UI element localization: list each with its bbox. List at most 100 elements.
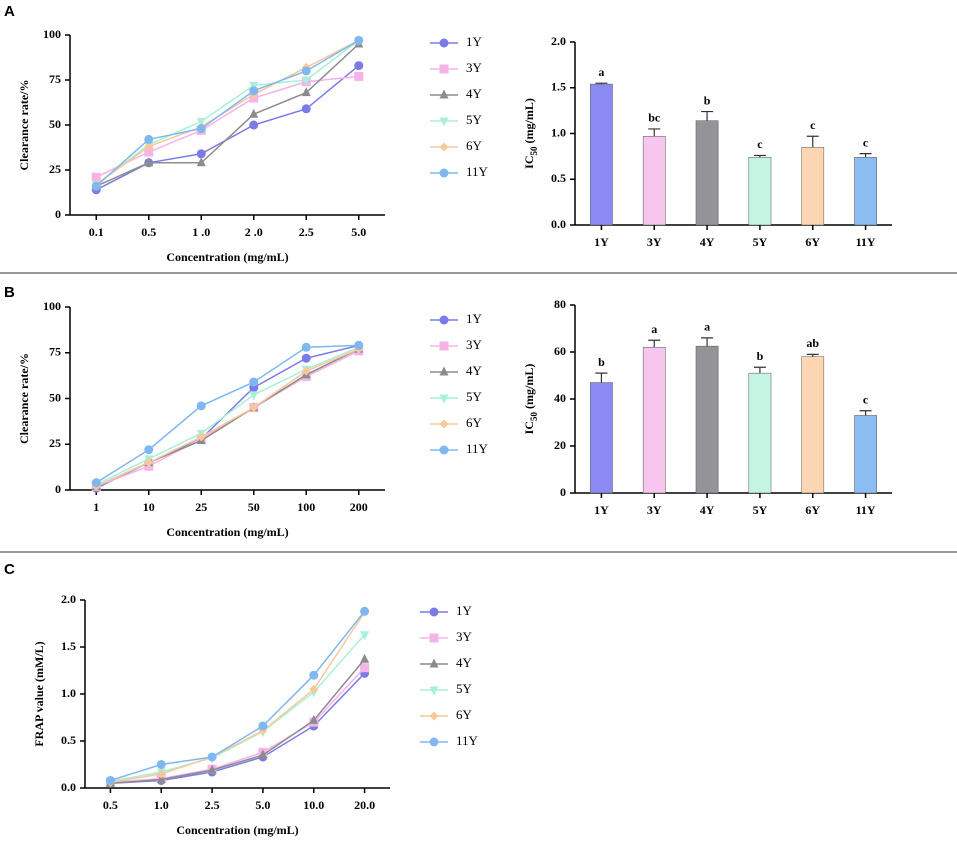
marker (354, 71, 364, 81)
series-line (95, 39, 360, 185)
bar (801, 356, 825, 494)
legend-label: 5Y (456, 681, 473, 696)
marker (439, 341, 449, 351)
legend-item: 4Y (430, 363, 483, 378)
x-tick-label: 5Y (753, 235, 768, 249)
x-tick-label: 3Y (647, 235, 662, 249)
legend-item: 6Y (430, 415, 483, 430)
x-tick-label: 6Y (805, 503, 820, 517)
legend-label: 6Y (466, 138, 483, 153)
bar (695, 345, 719, 494)
significance-letter: c (863, 393, 869, 407)
marker (196, 157, 206, 167)
y-tick-label: 100 (43, 27, 61, 41)
y-tick-label: 0.5 (551, 171, 566, 185)
y-tick-label: 2.0 (551, 34, 566, 48)
series-line (110, 610, 366, 782)
series-line (110, 611, 366, 784)
error-bar (648, 339, 661, 348)
marker (91, 172, 101, 182)
series-line (95, 350, 360, 488)
y-axis-label-part: FRAP value (mM/L) (32, 641, 46, 746)
y-tick-label: 2.0 (61, 592, 76, 606)
marker (249, 403, 259, 413)
marker (196, 401, 206, 411)
legend-label: 6Y (456, 707, 473, 722)
y-axis-label-part: 50 (529, 411, 539, 421)
y-axis-label-part: IC (522, 155, 536, 168)
marker (360, 631, 370, 641)
marker (258, 749, 268, 759)
marker (439, 142, 449, 152)
bar (642, 135, 666, 226)
y-axis-label: IC50 (mg/mL) (522, 98, 539, 169)
x-tick-label: 10 (143, 500, 155, 514)
y-tick-label: 1.5 (551, 80, 566, 94)
error-bar (648, 128, 661, 137)
legend-item: 5Y (430, 112, 483, 127)
marker (207, 752, 217, 762)
marker (360, 663, 370, 673)
marker (249, 108, 259, 118)
legend-item: 6Y (420, 707, 473, 722)
marker (144, 142, 154, 152)
series-line (95, 346, 360, 486)
marker (196, 149, 206, 159)
y-tick-label: 25 (49, 162, 61, 176)
series-line (110, 658, 366, 785)
bar (801, 146, 825, 226)
marker (301, 76, 311, 86)
legend-label: 1Y (466, 34, 483, 49)
y-tick-label: 0 (55, 207, 61, 221)
bar (854, 157, 877, 226)
x-tick-label: 100 (297, 500, 315, 514)
x-tick-label: 1 .0 (192, 225, 210, 239)
marker (301, 66, 311, 76)
panel-label: C (4, 561, 15, 578)
marker (360, 653, 370, 663)
x-tick-label: 5.0 (255, 798, 270, 812)
y-axis-label-part: Clearance rate/% (17, 353, 31, 444)
marker (91, 181, 101, 191)
error-bar (806, 135, 819, 148)
y-axis-label-part: (mg/mL) (522, 364, 536, 412)
marker (360, 606, 370, 616)
x-tick-label: 4Y (700, 235, 715, 249)
legend-item: 4Y (420, 655, 473, 670)
x-tick-label: 2 .0 (245, 225, 263, 239)
y-tick-label: 20 (554, 438, 566, 452)
series-line (95, 43, 360, 187)
x-tick-label: 11Y (856, 503, 876, 517)
legend-label: 6Y (466, 415, 483, 430)
legend-label: 11Y (456, 733, 479, 748)
error-bar (859, 410, 872, 416)
x-axis-label: Concentration (mg/mL) (166, 525, 288, 539)
error-bar (701, 110, 714, 121)
x-axis-label: Concentration (mg/mL) (166, 250, 288, 264)
marker (207, 764, 217, 774)
marker (439, 445, 449, 455)
marker (429, 633, 439, 643)
y-tick-label: 40 (554, 391, 566, 405)
marker (429, 658, 439, 668)
marker (144, 134, 154, 144)
y-tick-label: 0 (55, 482, 61, 496)
legend-item: 11Y (430, 441, 489, 456)
marker (144, 458, 154, 468)
marker (439, 64, 449, 74)
y-tick-label: 0.0 (61, 780, 76, 794)
marker (429, 686, 439, 696)
y-axis-label: FRAP value (mM/L) (32, 641, 46, 746)
series-line (95, 344, 359, 489)
marker (439, 117, 449, 127)
legend-item: 6Y (430, 138, 483, 153)
y-tick-label: 50 (49, 390, 61, 404)
marker (156, 769, 166, 779)
x-tick-label: 5Y (753, 503, 768, 517)
marker (439, 394, 449, 404)
legend-label: 3Y (456, 629, 473, 644)
marker (156, 774, 166, 784)
significance-letter: b (704, 93, 711, 107)
series-line (95, 39, 360, 187)
